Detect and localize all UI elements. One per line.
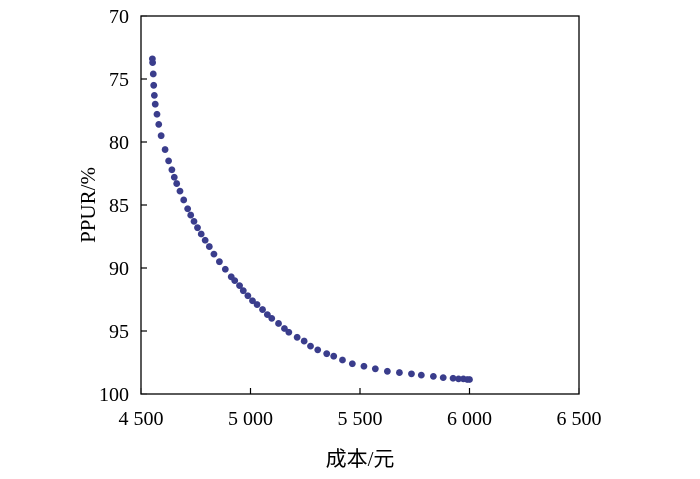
data-point [439,374,447,382]
data-point [455,375,462,383]
x-axis-label: 成本/元 [326,447,395,471]
data-point [216,258,223,266]
data-point [161,146,169,153]
data-point [360,362,368,370]
y-tick-label: 95 [109,321,129,343]
x-tick-label: 5 500 [338,408,383,430]
data-point [396,369,403,376]
data-point [371,365,379,373]
data-point [383,367,391,375]
y-tick-label: 80 [109,132,129,154]
data-point [323,350,331,358]
y-tick-label: 100 [99,384,129,406]
x-tick-label: 5 000 [228,408,273,430]
data-point [150,91,158,99]
data-point [348,360,356,368]
data-point [184,205,192,213]
y-tick-label: 70 [109,6,129,28]
data-point [293,333,301,341]
data-point [259,306,266,313]
y-axis-label: PPUR/% [76,167,100,243]
data-point [168,166,176,174]
x-tick-label: 6 500 [557,408,602,430]
data-point [449,374,457,382]
data-point [151,100,159,108]
data-points [148,55,473,383]
data-point [275,320,282,327]
data-point [187,211,195,219]
data-point [339,356,346,364]
data-point [249,297,256,305]
data-point [165,157,172,165]
y-tick-label: 90 [109,258,129,280]
data-point [153,110,161,118]
data-point [236,282,243,290]
data-point [307,342,314,350]
data-point [417,371,425,379]
data-point [157,132,165,140]
data-point [221,265,229,273]
data-point [150,81,158,89]
data-point [285,328,293,336]
data-point [300,337,308,345]
data-point [190,217,198,225]
data-point [176,187,184,195]
data-point [466,376,473,383]
data-point [180,196,188,204]
data-point [205,243,213,250]
data-point [231,277,239,284]
plot-frame [140,15,580,395]
data-point [149,70,157,78]
data-point [429,372,437,380]
y-axis-ticks: 70 75 80 85 90 95 100 [99,6,147,406]
data-point [170,173,178,181]
x-axis-ticks: 4 500 5 000 5 500 6 000 6 500 [119,388,602,430]
data-point [201,236,209,244]
data-point [244,292,252,300]
data-point [253,301,261,308]
data-point [210,250,218,258]
data-point [197,230,205,238]
data-point [314,346,322,354]
data-point [173,180,181,187]
x-tick-label: 4 500 [119,408,164,430]
data-point [155,120,163,128]
data-point [408,370,415,378]
x-tick-label: 6 000 [447,408,492,430]
y-tick-label: 75 [109,69,129,91]
data-point [239,287,247,295]
y-tick-label: 85 [109,195,129,217]
data-point [149,59,157,67]
data-point [330,352,338,360]
data-point [268,315,276,322]
data-point [194,224,201,232]
